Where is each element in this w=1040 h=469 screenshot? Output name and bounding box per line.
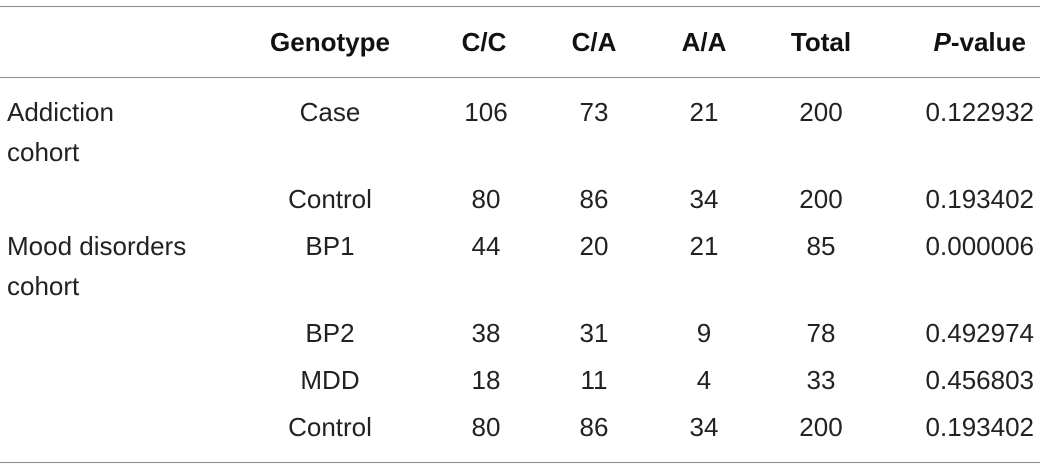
cell-p-value: 0.000006 — [925, 231, 1034, 261]
table-header-rule — [0, 77, 1040, 78]
cell-cohort-line2: cohort — [7, 137, 80, 167]
cell-ca: 73 — [579, 97, 609, 127]
cell-cc: 80 — [471, 412, 501, 442]
cell-cc: 44 — [471, 231, 501, 261]
cell-p-value: 0.456803 — [925, 365, 1034, 395]
cell-cohort-line1: Mood disorders — [7, 231, 187, 261]
cell-total: 33 — [806, 365, 836, 395]
cell-aa: 34 — [689, 184, 719, 214]
cell-total: 200 — [799, 97, 843, 127]
cell-cc: 80 — [471, 184, 501, 214]
cell-total: 78 — [806, 318, 836, 348]
cell-genotype: Control — [288, 184, 372, 214]
cell-genotype: MDD — [300, 365, 360, 395]
cell-genotype: Case — [299, 97, 361, 127]
cell-cohort-line2: cohort — [7, 271, 80, 301]
cell-p-value: 0.122932 — [925, 97, 1034, 127]
cell-aa: 9 — [696, 318, 712, 348]
header-ca: C/A — [571, 27, 617, 57]
table-bottom-rule — [0, 462, 1040, 463]
header-total: Total — [790, 27, 852, 57]
cell-p-value: 0.193402 — [925, 184, 1034, 214]
cell-aa: 21 — [689, 97, 719, 127]
cell-ca: 11 — [580, 365, 608, 395]
cell-ca: 86 — [579, 184, 609, 214]
table-top-rule — [0, 6, 1040, 7]
header-p-suffix: -value — [950, 27, 1026, 57]
cell-aa: 21 — [689, 231, 719, 261]
header-cc: C/C — [461, 27, 507, 57]
cell-p-value: 0.492974 — [925, 318, 1034, 348]
cell-ca: 20 — [579, 231, 609, 261]
cell-p-value: 0.193402 — [925, 412, 1034, 442]
cell-cc: 106 — [464, 97, 508, 127]
cell-genotype: BP1 — [305, 231, 355, 261]
cell-aa: 4 — [696, 365, 712, 395]
cell-genotype: BP2 — [305, 318, 355, 348]
cell-ca: 86 — [579, 412, 609, 442]
cell-cc: 18 — [471, 365, 501, 395]
cell-total: 200 — [799, 412, 843, 442]
cell-total: 200 — [799, 184, 843, 214]
header-genotype: Genotype — [270, 27, 390, 57]
cell-cc: 38 — [471, 318, 501, 348]
cell-ca: 31 — [579, 318, 609, 348]
header-aa: A/A — [681, 27, 727, 57]
cell-aa: 34 — [689, 412, 719, 442]
cell-cohort-line1: Addiction — [7, 97, 114, 127]
header-p-value: P-value — [934, 22, 1027, 62]
cell-genotype: Control — [288, 412, 372, 442]
cell-total: 85 — [806, 231, 836, 261]
header-p-letter: P — [933, 27, 951, 57]
